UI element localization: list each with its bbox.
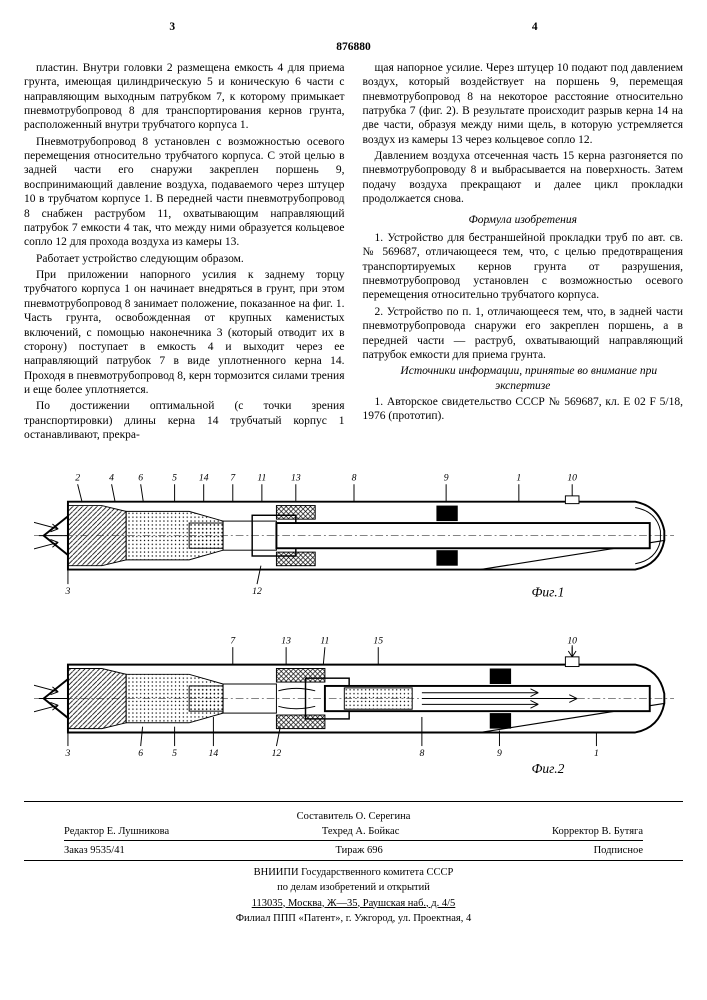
credit-tech: Техред А. Бойкас (322, 825, 400, 838)
figures-svg: 2 4 6 5 14 7 11 13 8 9 1 10 (34, 455, 674, 785)
left-p2: Пневмотрубопровод 8 установлен с возможн… (24, 135, 345, 250)
right-p1: щая напорное усилие. Через штуцер 10 под… (363, 61, 684, 147)
svg-text:7: 7 (230, 635, 236, 646)
right-p3: 1. Устройство для бестраншейной прокладк… (363, 231, 684, 303)
svg-text:14: 14 (198, 472, 208, 483)
svg-text:11: 11 (320, 635, 329, 646)
formula-title: Формула изобретения (363, 213, 684, 227)
svg-text:5: 5 (172, 747, 177, 758)
right-p2: Давлением воздуха отсеченная часть 15 ке… (363, 149, 684, 207)
credit-addr2: Филиал ППП «Патент», г. Ужгород, ул. Про… (24, 912, 683, 925)
credit-org1: ВНИИПИ Государственного комитета СССР (24, 866, 683, 879)
svg-text:10: 10 (567, 635, 577, 646)
svg-text:7: 7 (230, 472, 236, 483)
svg-text:12: 12 (252, 585, 262, 596)
credit-org2: по делам изобретений и открытий (24, 881, 683, 894)
left-p5: По достижении оптимальной (с точки зрени… (24, 399, 345, 442)
right-p4: 2. Устройство по п. 1, отличающееся тем,… (363, 305, 684, 363)
svg-text:6: 6 (138, 472, 143, 483)
svg-text:14: 14 (208, 747, 218, 758)
svg-text:9: 9 (443, 472, 448, 483)
right-p5: Источники информации, принятые во вниман… (363, 364, 684, 393)
svg-text:3: 3 (64, 747, 70, 758)
svg-text:5: 5 (172, 472, 177, 483)
text-columns: пластин. Внутри головки 2 размещена емко… (24, 61, 683, 445)
credits-block: Составитель О. Серегина Редактор Е. Лушн… (24, 801, 683, 925)
svg-text:12: 12 (271, 747, 281, 758)
svg-text:9: 9 (497, 747, 502, 758)
svg-text:13: 13 (290, 472, 300, 483)
svg-text:1: 1 (594, 747, 599, 758)
doc-number: 876880 (24, 40, 683, 54)
credit-editor: Редактор Е. Лушникова (64, 825, 169, 838)
credit-corrector: Корректор В. Бутяга (552, 825, 643, 838)
svg-text:3: 3 (64, 585, 70, 596)
svg-text:6: 6 (138, 747, 143, 758)
right-p6: 1. Авторское свидетельство СССР № 569687… (363, 395, 684, 424)
credit-order: Заказ 9535/41 (64, 844, 125, 857)
left-column: пластин. Внутри головки 2 размещена емко… (24, 61, 345, 445)
svg-text:Фиг.2: Фиг.2 (531, 761, 564, 776)
credit-addr1: 113035, Москва, Ж—35, Раушская наб., д. … (24, 897, 683, 910)
svg-text:8: 8 (351, 472, 356, 483)
svg-text:15: 15 (373, 635, 383, 646)
left-p3: Работает устройство следующим образом. (24, 252, 345, 266)
svg-text:4: 4 (109, 472, 114, 483)
credit-tirazh: Тираж 696 (335, 844, 382, 857)
credit-composer: Составитель О. Серегина (24, 810, 683, 823)
svg-text:8: 8 (419, 747, 424, 758)
svg-text:2: 2 (75, 472, 80, 483)
page-left: 3 (24, 20, 321, 34)
svg-text:1: 1 (516, 472, 521, 483)
left-p1: пластин. Внутри головки 2 размещена емко… (24, 61, 345, 133)
credit-sub: Подписное (594, 844, 643, 857)
svg-text:Фиг.1: Фиг.1 (531, 584, 564, 599)
right-column: щая напорное усилие. Через штуцер 10 под… (363, 61, 684, 445)
header-page-numbers: 3 4 (24, 20, 683, 34)
svg-text:13: 13 (281, 635, 291, 646)
page-right: 4 (386, 20, 683, 34)
left-p4: При приложении напорного усилия к заднем… (24, 268, 345, 397)
figures-block: 2 4 6 5 14 7 11 13 8 9 1 10 (24, 455, 683, 789)
svg-text:10: 10 (567, 472, 577, 483)
svg-text:11: 11 (257, 472, 266, 483)
